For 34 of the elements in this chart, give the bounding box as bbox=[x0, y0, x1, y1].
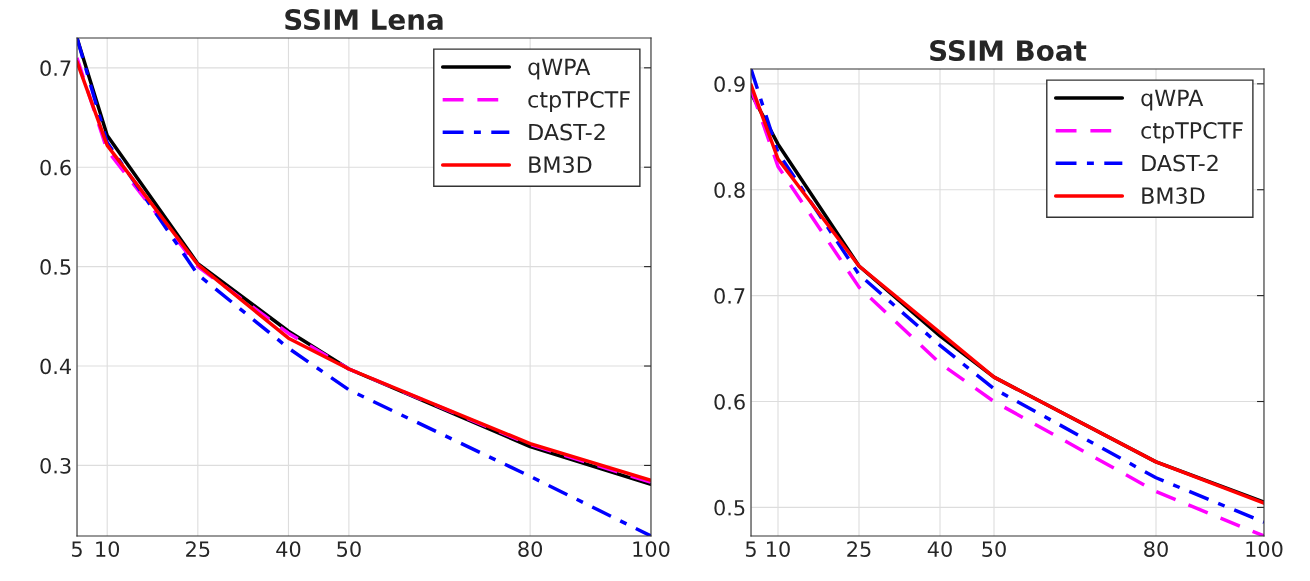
chart-title: SSIM Boat bbox=[930, 40, 1087, 62]
legend-label: DAST-2 bbox=[529, 123, 605, 141]
x-tick-label: 80 bbox=[1144, 541, 1168, 557]
x-tick-label: 25 bbox=[847, 541, 871, 557]
y-tick-label: 0.7 bbox=[40, 60, 71, 77]
y-tick-label: 0.5 bbox=[40, 259, 71, 275]
x-tick-label: 50 bbox=[982, 541, 1006, 557]
x-tick-label: 50 bbox=[337, 541, 361, 557]
x-tick-label: 5 bbox=[71, 541, 82, 557]
legend-label: qWPA bbox=[1141, 89, 1204, 111]
legend-label: DAST-2 bbox=[1142, 154, 1218, 172]
chart-title: SSIM Lena bbox=[285, 9, 443, 31]
legend-label: ctpTPCTF bbox=[528, 91, 630, 113]
legend-label: ctpTPCTF bbox=[1141, 122, 1243, 144]
x-tick-label: 10 bbox=[767, 541, 790, 557]
x-tick-label: 25 bbox=[186, 541, 210, 557]
legend-label: BM3D bbox=[529, 156, 592, 174]
y-tick-label: 0.6 bbox=[40, 159, 71, 176]
y-tick-label: 0.9 bbox=[714, 76, 745, 93]
y-tick-label: 0.8 bbox=[714, 182, 745, 198]
y-tick-label: 0.5 bbox=[714, 499, 745, 516]
y-tick-label: 0.6 bbox=[714, 393, 745, 410]
legend-label: qWPA bbox=[528, 58, 591, 80]
x-tick-label: 100 bbox=[1246, 541, 1283, 557]
x-tick-label: 5 bbox=[745, 541, 756, 557]
x-tick-label: 80 bbox=[518, 541, 543, 557]
y-tick-label: 0.4 bbox=[40, 358, 71, 375]
x-tick-label: 100 bbox=[633, 541, 670, 557]
y-tick-label: 0.3 bbox=[40, 457, 71, 474]
x-tick-label: 10 bbox=[96, 541, 120, 557]
x-tick-label: 40 bbox=[276, 541, 301, 557]
x-tick-label: 40 bbox=[927, 541, 952, 557]
y-tick-label: 0.7 bbox=[714, 288, 745, 304]
legend-label: BM3D bbox=[1142, 187, 1205, 205]
